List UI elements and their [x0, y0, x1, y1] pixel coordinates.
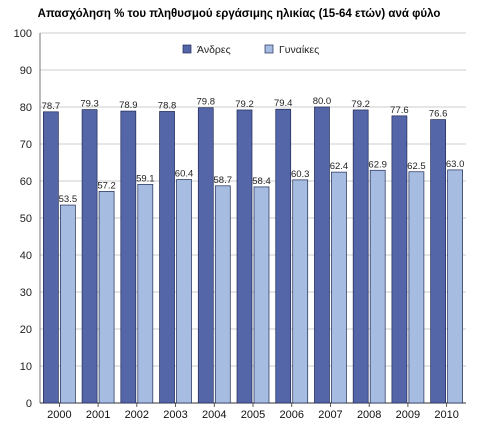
data-label: 53.5: [59, 194, 78, 205]
x-tick-label: 2006: [279, 409, 303, 421]
x-tick-label: 2002: [125, 409, 149, 421]
y-tick-label: 100: [14, 28, 32, 40]
bar-men: [120, 110, 137, 404]
y-tick-label: 50: [20, 213, 32, 225]
x-tick-label: 2005: [241, 409, 265, 421]
bar-men: [159, 111, 175, 404]
data-label: 78.7: [42, 101, 61, 112]
x-tick-label: 2007: [318, 409, 342, 421]
data-label: 62.4: [330, 161, 349, 172]
data-label: 78.9: [119, 100, 138, 111]
bar-men: [197, 107, 214, 404]
y-tick-label: 60: [20, 176, 32, 188]
data-label: 79.2: [351, 99, 370, 110]
bar-men: [430, 119, 446, 404]
data-label: 79.2: [235, 99, 254, 110]
y-tick-label: 80: [20, 102, 32, 114]
bar-women: [447, 169, 463, 404]
data-label: 58.4: [252, 176, 271, 187]
data-label: 58.7: [214, 175, 233, 186]
bar-women: [331, 171, 347, 404]
bar-women: [137, 183, 154, 404]
legend-label: Άνδρες: [197, 44, 231, 56]
x-tick-label: 2003: [163, 409, 187, 421]
data-label: 60.3: [291, 169, 310, 180]
data-label: 60.4: [175, 169, 194, 180]
y-tick-label: 10: [20, 361, 32, 373]
legend-swatch: [264, 44, 274, 54]
x-tick-label: 2010: [434, 409, 458, 421]
y-tick-label: 90: [20, 65, 32, 77]
y-tick-label: 0: [26, 398, 32, 410]
bar-men: [391, 115, 408, 404]
data-label: 80.0: [313, 96, 332, 107]
data-label: 57.2: [97, 180, 116, 191]
data-label: 62.5: [407, 161, 426, 172]
bar-men: [236, 109, 253, 404]
data-label: 79.4: [274, 98, 293, 109]
bar-women: [292, 179, 309, 404]
bar-women: [60, 204, 76, 404]
data-label: 62.9: [368, 159, 387, 170]
bar-women: [176, 179, 192, 404]
x-tick-label: 2000: [47, 409, 71, 421]
bar-women: [253, 186, 270, 404]
bar-women: [214, 185, 231, 404]
data-label: 79.8: [197, 97, 216, 108]
bar-women: [408, 171, 425, 404]
data-label: 63.0: [446, 159, 465, 170]
data-label: 59.1: [136, 173, 155, 184]
bar-men: [275, 108, 292, 404]
bar-women: [98, 191, 115, 404]
x-tick-label: 2008: [357, 409, 381, 421]
data-label: 78.8: [158, 100, 177, 111]
bar-men: [352, 109, 369, 404]
bar-women: [369, 169, 386, 404]
chart-title: Απασχόληση % του πληθυσμού εργάσιμης ηλι…: [37, 8, 441, 20]
y-tick-label: 20: [20, 324, 32, 336]
x-tick-label: 2009: [396, 409, 420, 421]
data-label: 76.6: [429, 109, 448, 120]
x-tick-label: 2001: [86, 409, 110, 421]
bar-men: [43, 111, 59, 404]
y-tick-label: 30: [20, 287, 32, 299]
legend-label: Γυναίκες: [279, 44, 319, 56]
data-label: 79.3: [80, 99, 99, 110]
bar-men: [314, 106, 330, 404]
y-tick-label: 70: [20, 139, 32, 151]
bar-men: [81, 109, 98, 404]
legend-swatch: [182, 44, 192, 54]
data-label: 77.6: [390, 105, 409, 116]
x-tick-label: 2004: [202, 409, 226, 421]
y-tick-label: 40: [20, 250, 32, 262]
